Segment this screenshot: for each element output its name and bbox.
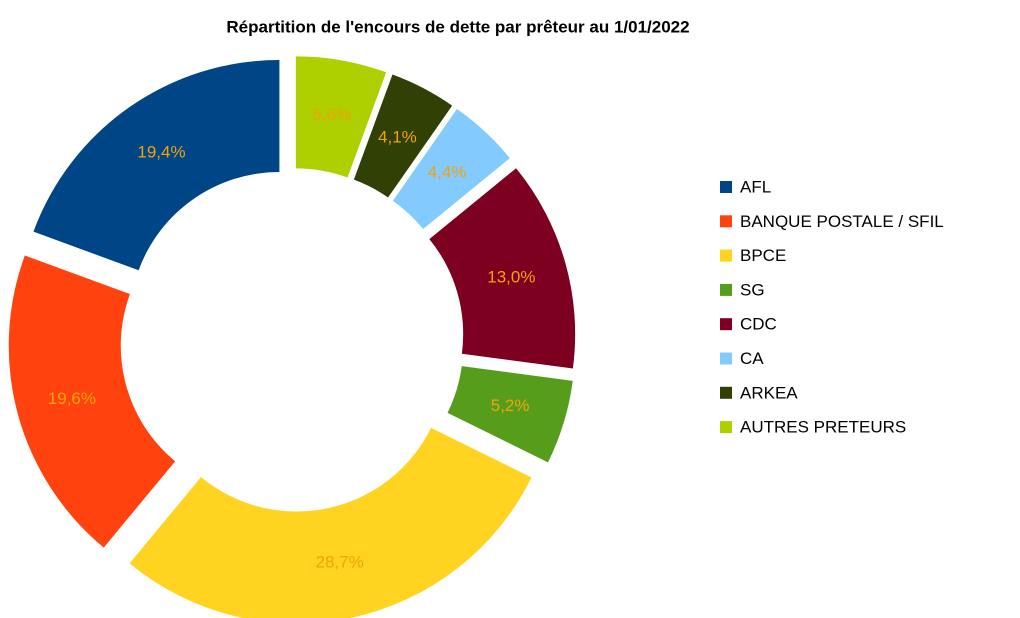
- legend-swatch: [720, 421, 732, 434]
- legend-label: ARKEA: [740, 383, 798, 402]
- data-label: 28,7%: [316, 552, 364, 571]
- legend-label: BPCE: [740, 246, 786, 265]
- legend-label: BANQUE POSTALE / SFIL: [740, 212, 944, 231]
- donut-slice: [295, 56, 387, 178]
- legend-label: SG: [740, 280, 765, 299]
- data-label: 5,6%: [313, 105, 352, 124]
- data-label: 13,0%: [487, 267, 535, 286]
- legend-swatch: [720, 352, 732, 365]
- legend-label: CA: [740, 349, 764, 368]
- legend-swatch: [720, 386, 732, 399]
- data-label: 4,4%: [428, 162, 467, 181]
- donut-slice: [129, 427, 532, 618]
- data-label: 19,6%: [48, 389, 96, 408]
- legend-label: AFL: [740, 177, 771, 196]
- donut-slice: [429, 168, 576, 369]
- legend-swatch: [720, 283, 732, 296]
- donut-slice: [447, 366, 573, 463]
- data-label: 4,1%: [378, 127, 417, 146]
- legend-label: AUTRES PRETEURS: [740, 418, 906, 437]
- legend-swatch: [720, 215, 732, 228]
- donut-slice: [8, 255, 176, 548]
- donut-slice: [392, 109, 510, 229]
- legend-swatch: [720, 318, 732, 331]
- legend-swatch: [720, 181, 732, 193]
- chart-title: Répartition de l'encours de dette par pr…: [226, 17, 689, 36]
- legend-label: CDC: [740, 315, 777, 334]
- data-label: 5,2%: [491, 396, 530, 415]
- donut-slice: [353, 74, 453, 198]
- donut-slice: [33, 59, 280, 271]
- legend-swatch: [720, 249, 732, 262]
- data-label: 19,4%: [137, 143, 185, 162]
